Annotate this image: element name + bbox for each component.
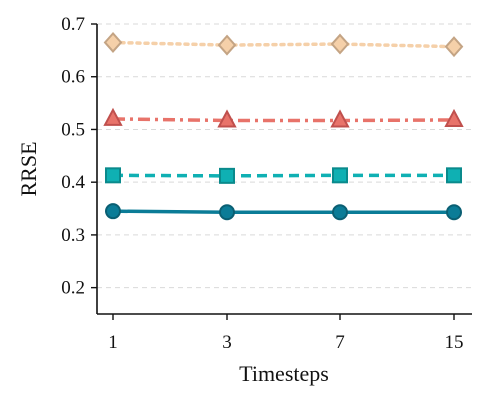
x-tick-label: 1 [108,332,118,353]
data-point [103,31,123,53]
grid-lines [97,23,472,289]
series-group [103,31,464,221]
series-line [112,117,455,123]
data-point [217,34,237,56]
series-circle [105,203,462,221]
series-line [111,40,456,49]
y-axis-title: RRSE [16,141,41,196]
y-tick-label: 0.2 [61,278,85,299]
y-tick-label: 0.6 [61,67,85,88]
data-point [332,204,348,221]
data-point [103,107,123,126]
tick-labels: 0.2 0.3 0.4 0.5 0.6 0.7 1 3 7 15 [61,14,463,353]
data-point [444,36,464,58]
y-tick-label: 0.5 [61,119,85,140]
y-tick-label: 0.3 [61,225,85,246]
x-tick-label: 7 [335,332,345,353]
axes [96,24,472,315]
data-point [105,203,121,220]
series-line [112,173,454,178]
series-triangle [103,107,464,128]
data-point [446,204,462,221]
y-tick-label: 0.4 [61,172,85,193]
data-point [446,167,462,184]
data-point [330,109,350,128]
series-line [112,209,454,214]
y-tick-label: 0.7 [61,14,85,35]
data-point [444,108,464,127]
x-axis-title: Timesteps [239,361,329,386]
series-diamond [103,31,464,58]
data-point [105,167,121,184]
series-square [105,167,462,184]
data-point [219,204,235,221]
data-point [330,33,350,55]
x-tick-label: 15 [445,332,464,353]
x-tick-label: 3 [222,332,232,353]
data-point [217,109,237,128]
data-point [332,167,348,184]
data-point [219,167,235,184]
